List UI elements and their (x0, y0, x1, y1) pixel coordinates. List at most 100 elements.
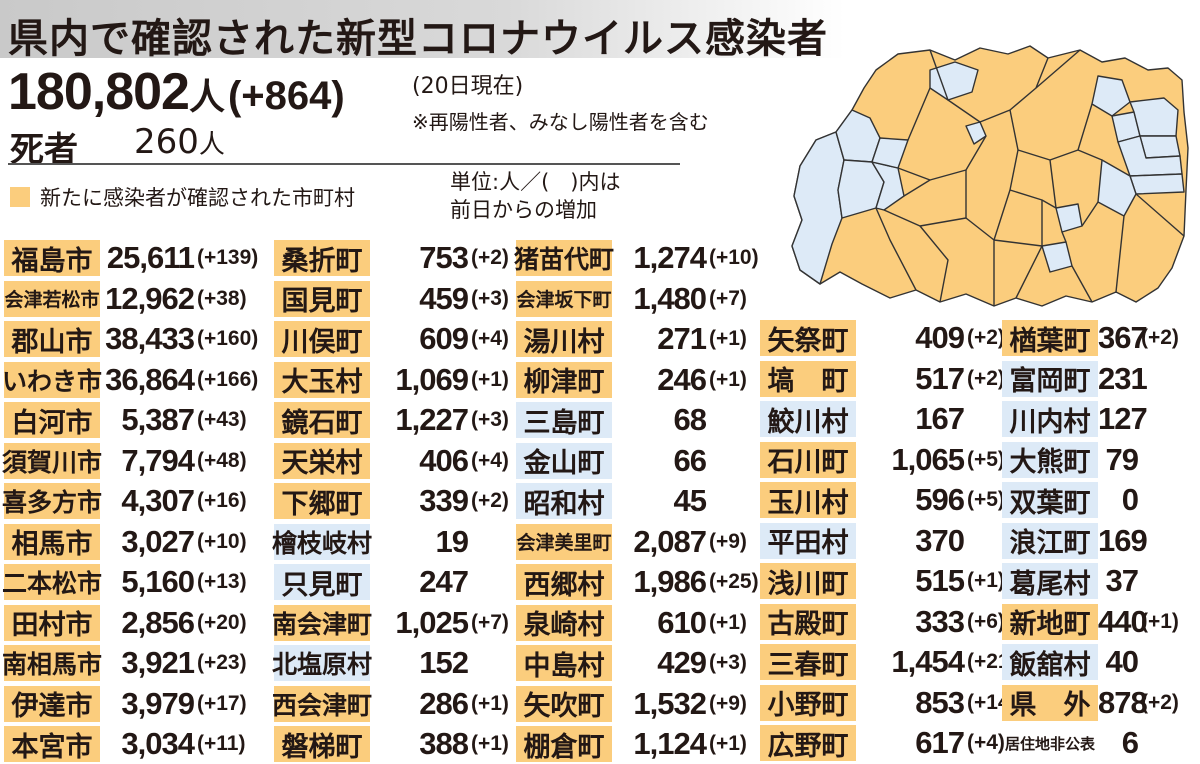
daily-increase: (+3) (471, 286, 509, 310)
legend-text: 新たに感染者が確認された市町村 (40, 186, 355, 210)
municipality-row: 須賀川市 7,794 (+48) (2, 442, 247, 479)
daily-increase: (+13) (197, 570, 247, 593)
case-count: 1,480 (633, 280, 707, 316)
case-count: 37 (1105, 563, 1139, 598)
case-count: 5,387 (121, 402, 195, 437)
daily-increase: (+3) (709, 651, 747, 674)
municipality-name: 泉崎村 (516, 604, 612, 641)
municipality-row: 本宮市 3,034 (+11) (4, 726, 245, 763)
case-count: 5,160 (121, 564, 195, 599)
municipality-name: 大熊町 (1002, 441, 1098, 478)
municipality-row: 富岡町 231 (1002, 360, 1148, 397)
case-count: 1,986 (633, 564, 707, 599)
map-area-iitate (1091, 75, 1131, 117)
daily-increase: (+1) (1141, 609, 1179, 633)
municipality-name: 棚倉町 (516, 726, 612, 763)
municipality-name: 小野町 (760, 684, 856, 721)
municipality-row: 西郷村 1,986 (+25) (516, 564, 759, 601)
municipality-name: いわき市 (2, 361, 102, 398)
units-note: 単位:人／( )内は 前日からの増加 (450, 168, 620, 224)
daily-increase: (+2) (471, 246, 509, 269)
municipality-name: 南相馬市 (2, 645, 102, 681)
case-count: 1,069 (395, 361, 469, 397)
municipality-name: 県 外 (1002, 684, 1098, 721)
daily-increase: (+5) (967, 447, 1005, 471)
daily-increase: (+4) (967, 731, 1005, 754)
case-count: 38,433 (105, 321, 195, 356)
municipality-name: 北塩原村 (272, 645, 372, 681)
municipality-name: 昭和村 (516, 483, 612, 520)
daily-increase: (+2) (1141, 690, 1179, 714)
case-count: 1,227 (395, 402, 469, 437)
municipality-row: 金山町 66 (516, 442, 707, 479)
municipality-name: 矢吹町 (516, 685, 612, 722)
municipality-row: 泉崎村 610 (+1) (516, 604, 747, 641)
case-count: 370 (915, 522, 965, 558)
daily-increase: (+1) (709, 610, 747, 634)
case-count: 609 (419, 321, 469, 356)
deaths-value: 260人 (134, 122, 225, 162)
municipality-row: 郡山市 38,433 (+160) (4, 321, 258, 358)
municipality-name: 磐梯町 (274, 726, 370, 763)
daily-increase: (+1) (709, 327, 747, 350)
case-count: 286 (419, 685, 469, 721)
municipality-row: 福島市 25,611 (+139) (4, 240, 258, 277)
case-count: 409 (915, 320, 965, 355)
municipality-row: 浪江町 169 (1002, 522, 1148, 559)
municipality-row: 伊達市 3,979 (+17) (4, 685, 247, 722)
municipality-row: 会津坂下町 1,480 (+7) (516, 280, 747, 317)
case-count: 339 (419, 483, 469, 518)
municipality-name: 浪江町 (1002, 522, 1098, 559)
headline: 県内で確認された新型コロナウイルス感染者 (8, 16, 828, 62)
municipality-row: 白河市 5,387 (+43) (4, 402, 247, 439)
daily-increase: (+10) (709, 246, 759, 269)
daily-increase: (+2) (471, 489, 509, 512)
municipality-row: 猪苗代町 1,274 (+10) (514, 240, 759, 276)
municipality-name: 広野町 (760, 725, 856, 762)
municipality-row: 田村市 2,856 (+20) (4, 604, 247, 641)
municipality-name: 居住地非公表 (1004, 734, 1095, 753)
daily-increase: (+6) (967, 609, 1005, 633)
municipality-name: 天栄村 (274, 442, 370, 479)
municipality-row: 平田村 370 (760, 522, 965, 559)
municipality-row: 古殿町 333 (+6) (760, 603, 1005, 640)
municipality-row: 鮫川村 167 (760, 401, 965, 438)
municipality-row: 天栄村 406 (+4) (274, 442, 509, 479)
case-count: 333 (915, 603, 965, 639)
case-count: 36,864 (105, 361, 195, 397)
municipality-row: 南会津町 1,025 (+7) (272, 604, 509, 641)
legend: 新たに感染者が確認された市町村 (10, 182, 355, 212)
daily-increase: (+43) (197, 408, 247, 431)
municipality-row: 棚倉町 1,124 (+1) (516, 726, 747, 763)
municipality-name: 楢葉町 (1002, 320, 1098, 357)
municipality-name: 会津若松市 (4, 280, 100, 317)
municipality-name: 中島村 (516, 645, 612, 682)
municipality-name: 白河市 (4, 402, 100, 439)
case-count: 7,794 (121, 442, 195, 478)
case-count: 1,274 (633, 240, 707, 275)
municipality-row: 下郷町 339 (+2) (274, 483, 509, 520)
municipality-name: 相馬市 (4, 523, 100, 560)
daily-increase: (+17) (197, 691, 247, 715)
municipality-name: 石川町 (760, 441, 856, 478)
case-count: 167 (915, 401, 965, 436)
municipality-name: 田村市 (4, 604, 100, 641)
municipality-row: 相馬市 3,027 (+10) (4, 523, 247, 560)
municipality-row: 桑折町 753 (+2) (274, 240, 509, 277)
municipality-row: 鏡石町 1,227 (+3) (274, 402, 509, 439)
municipality-row: 只見町 247 (274, 564, 469, 601)
municipality-row: 大熊町 79 (1002, 441, 1139, 478)
total-diff: (+864) (227, 74, 345, 118)
daily-increase: (+166) (197, 367, 259, 391)
case-count: 152 (419, 645, 469, 680)
municipality-row: 楢葉町 367 (+2) (1002, 320, 1179, 357)
municipality-name: 三島町 (516, 402, 612, 439)
footnote: ※再陽性者、みなし陽性者を含む (412, 110, 709, 134)
case-count: 4,307 (121, 483, 195, 518)
daily-increase: (+1) (471, 691, 509, 715)
case-count: 1,025 (395, 604, 469, 640)
municipality-name: 新地町 (1002, 603, 1098, 640)
case-count: 3,034 (121, 726, 195, 761)
municipality-row: 柳津町 246 (+1) (516, 361, 747, 398)
municipality-row: 国見町 459 (+3) (274, 280, 509, 317)
